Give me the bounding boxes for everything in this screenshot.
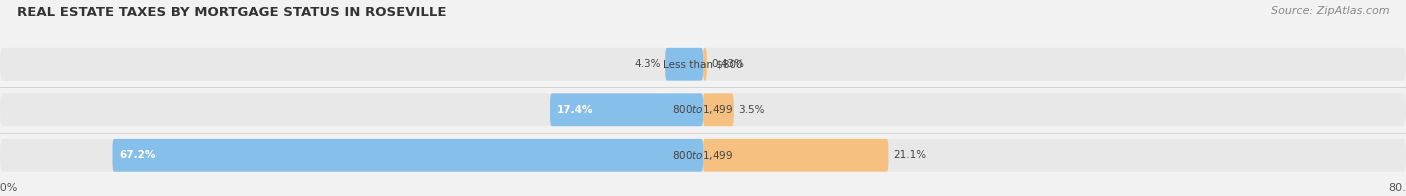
Text: REAL ESTATE TAXES BY MORTGAGE STATUS IN ROSEVILLE: REAL ESTATE TAXES BY MORTGAGE STATUS IN … bbox=[17, 6, 446, 19]
Text: Less than $800: Less than $800 bbox=[664, 59, 742, 69]
Text: 67.2%: 67.2% bbox=[120, 150, 156, 160]
Text: 3.5%: 3.5% bbox=[738, 105, 765, 115]
FancyBboxPatch shape bbox=[112, 139, 703, 172]
FancyBboxPatch shape bbox=[0, 139, 1406, 172]
Text: $800 to $1,499: $800 to $1,499 bbox=[672, 149, 734, 162]
FancyBboxPatch shape bbox=[550, 93, 703, 126]
FancyBboxPatch shape bbox=[703, 48, 707, 81]
FancyBboxPatch shape bbox=[0, 93, 1406, 126]
FancyBboxPatch shape bbox=[0, 48, 1406, 81]
FancyBboxPatch shape bbox=[703, 139, 889, 172]
Text: 17.4%: 17.4% bbox=[557, 105, 593, 115]
Text: 0.43%: 0.43% bbox=[711, 59, 744, 69]
Text: 4.3%: 4.3% bbox=[634, 59, 661, 69]
FancyBboxPatch shape bbox=[703, 93, 734, 126]
Text: $800 to $1,499: $800 to $1,499 bbox=[672, 103, 734, 116]
Text: 21.1%: 21.1% bbox=[893, 150, 927, 160]
FancyBboxPatch shape bbox=[665, 48, 703, 81]
Text: Source: ZipAtlas.com: Source: ZipAtlas.com bbox=[1271, 6, 1389, 16]
